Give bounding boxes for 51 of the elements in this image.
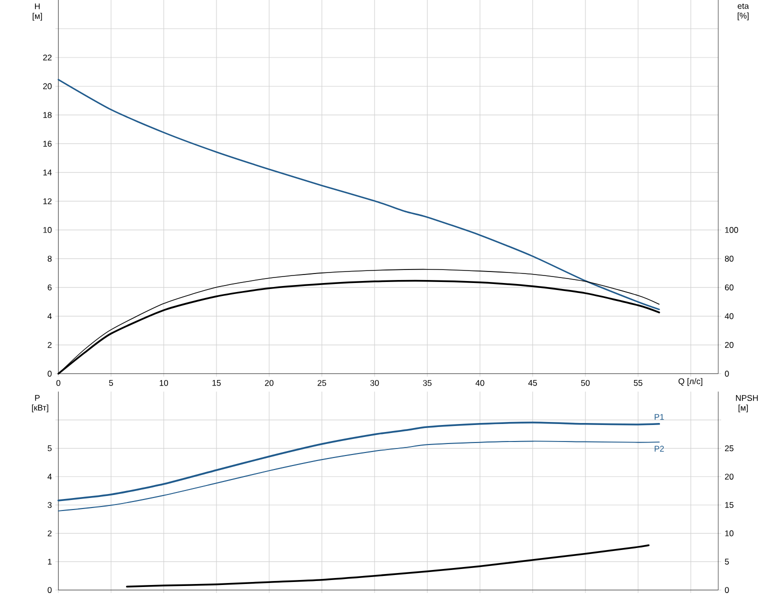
- y2-tick-label: 10: [725, 530, 734, 536]
- y-axis-title: P [кВт]: [32, 394, 48, 412]
- y2-tick-label: 0: [724, 370, 729, 377]
- y2-axis-title: eta [%]: [738, 3, 749, 20]
- y-tick-label: 2: [48, 342, 52, 348]
- y2-tick-label: 100: [725, 226, 738, 233]
- x-tick-label: 40: [476, 380, 484, 386]
- y-tick-label: 4: [48, 474, 52, 480]
- y-tick-label: 16: [43, 140, 52, 147]
- x-axis-title: Q [л/с]: [678, 378, 702, 386]
- x-tick-label: 25: [318, 380, 326, 386]
- y-tick-label: 6: [48, 284, 52, 290]
- y2-tick-label: 20: [725, 474, 734, 480]
- x-tick-label: 50: [581, 380, 590, 386]
- y-tick-label: 14: [43, 170, 52, 176]
- x-tick-label: 45: [528, 380, 537, 386]
- y-tick-label: 12: [43, 198, 52, 204]
- series-label: P1: [654, 414, 664, 420]
- x-tick-label: 15: [212, 380, 221, 386]
- y-tick-label: 20: [43, 83, 52, 90]
- y2-tick-label: 60: [725, 284, 734, 290]
- y2-tick-label: 0: [724, 587, 729, 593]
- y2-tick-label: 20: [725, 342, 734, 348]
- x-tick-label: 55: [634, 380, 642, 386]
- y-axis-title: H [м]: [32, 3, 42, 21]
- y-tick-label: 2: [48, 530, 52, 536]
- y2-axis-title: NPSH [м]: [736, 394, 758, 412]
- y-tick-label: 18: [43, 112, 52, 118]
- y2-tick-label: 15: [725, 502, 734, 508]
- y-tick-label: 8: [48, 256, 52, 262]
- y-tick-label: 0: [48, 370, 52, 377]
- line-series: [126, 544, 650, 588]
- x-tick-label: 5: [109, 380, 114, 386]
- x-tick-label: 30: [370, 380, 379, 386]
- x-tick-label: 35: [422, 380, 432, 386]
- y-tick-label: 5: [48, 445, 52, 452]
- y2-tick-label: 25: [725, 445, 734, 452]
- y-tick-label: 3: [48, 502, 52, 508]
- y2-tick-label: 5: [724, 558, 729, 564]
- series-label: P2: [654, 446, 664, 452]
- line-series: [58, 78, 660, 310]
- y2-tick-label: 80: [724, 256, 734, 262]
- y-tick-label: 0: [48, 587, 52, 593]
- y-tick-label: 4: [48, 313, 52, 319]
- y-tick-label: 1: [48, 558, 52, 564]
- x-tick-label: 20: [264, 380, 274, 386]
- x-tick-label: 0: [56, 380, 60, 386]
- x-tick-label: 10: [160, 380, 168, 386]
- y2-tick-label: 40: [724, 313, 734, 320]
- y-tick-label: 10: [43, 226, 52, 233]
- y-tick-label: 22: [43, 54, 52, 60]
